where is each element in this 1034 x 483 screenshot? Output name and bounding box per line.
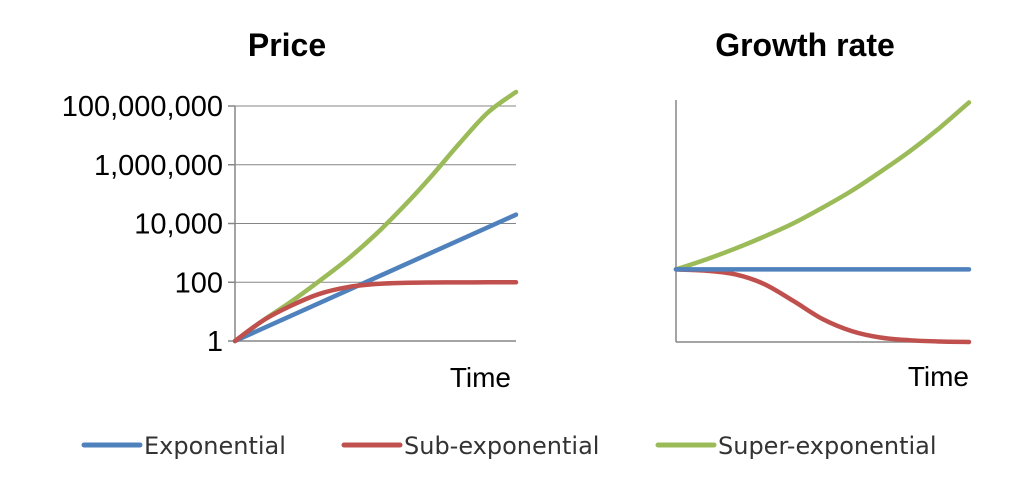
price-chart-title: Price [248, 27, 326, 63]
price-y-tick-labels: 1 100 10,000 1,000,000 100,000,000 [62, 91, 223, 358]
price-series-sub-exponential [232, 280, 519, 344]
price-series [232, 89, 519, 344]
price-y-tick-label: 1,000,000 [94, 150, 223, 182]
growth-rate-chart: Growth rate Time [673, 27, 972, 392]
price-y-tick-label: 10,000 [134, 209, 223, 241]
growth-rate-x-axis-title: Time [908, 361, 969, 392]
legend: Exponential Sub-exponential Super-exponent… [81, 432, 937, 460]
price-x-axis-title: Time [450, 362, 511, 393]
price-series-exponential [232, 212, 519, 344]
price-axes [234, 106, 516, 342]
growth-rate-axes [675, 100, 969, 343]
price-series-super-exponential [232, 89, 519, 344]
price-y-tick-label: 100 [175, 267, 223, 299]
legend-item-exponential: Exponential [81, 432, 286, 460]
growth-rate-series-sub-exponential [673, 267, 972, 345]
price-y-tick-label: 1 [207, 326, 223, 358]
legend-item-super-exponential: Super-exponential [655, 432, 937, 460]
price-chart: Price 1 100 10,000 1,000,000 100,000,000 Tim… [62, 27, 519, 393]
growth-rate-series [673, 100, 972, 345]
legend-label: Super-exponential [718, 432, 937, 460]
growth-rate-series-super-exponential [673, 100, 972, 272]
legend-label: Exponential [144, 432, 286, 460]
legend-item-sub-exponential: Sub-exponential [341, 432, 599, 460]
price-gridlines [228, 105, 516, 342]
legend-label: Sub-exponential [404, 432, 599, 460]
price-y-tick-label: 100,000,000 [62, 91, 223, 123]
growth-rate-chart-title: Growth rate [715, 27, 895, 63]
